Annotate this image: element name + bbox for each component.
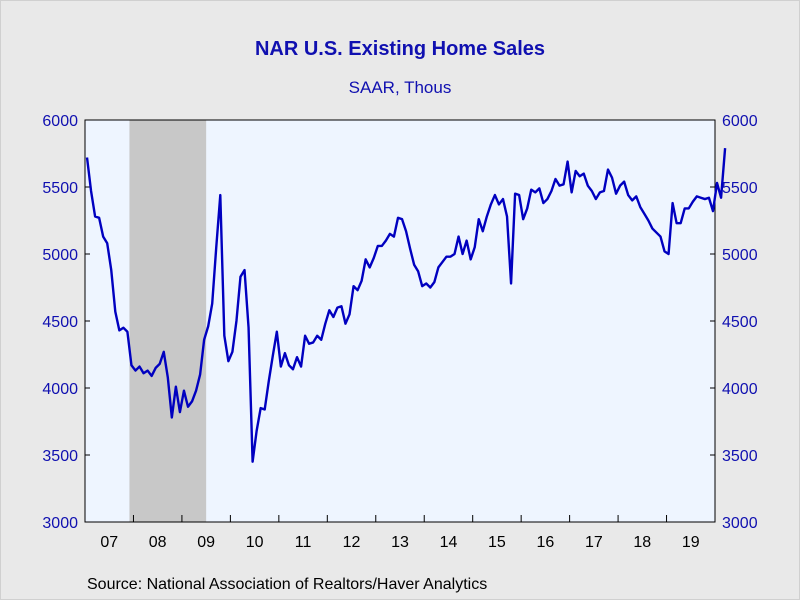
- y-tick-label-right: 3500: [722, 448, 758, 465]
- y-tick-label-right: 3000: [722, 515, 758, 532]
- x-tick-label: 08: [149, 534, 167, 551]
- x-tick-label: 16: [536, 534, 554, 551]
- y-tick-label-right: 6000: [722, 113, 758, 130]
- series-line: [85, 148, 727, 463]
- chart-title: NAR U.S. Existing Home Sales: [254, 38, 546, 60]
- x-tick-label: 17: [585, 534, 603, 551]
- recession-shading: [129, 120, 207, 522]
- x-tick-label: 18: [633, 534, 651, 551]
- y-tick-label-left: 5500: [42, 180, 78, 197]
- x-tick-label: 12: [343, 534, 361, 551]
- y-tick-label-left: 4000: [42, 381, 78, 398]
- x-tick-label: 15: [488, 534, 506, 551]
- source-note: Source: National Association of Realtors…: [87, 576, 488, 593]
- x-tick-label: 11: [295, 534, 312, 551]
- x-tick-label: 09: [197, 534, 215, 551]
- x-tick-label: 14: [440, 534, 458, 551]
- y-tick-label-right: 5000: [722, 247, 758, 264]
- y-tick-label-left: 3500: [42, 448, 78, 465]
- x-tick-label: 13: [391, 534, 409, 551]
- x-tick-label: 10: [246, 534, 264, 551]
- y-tick-label-right: 4000: [722, 381, 758, 398]
- y-tick-label-right: 4500: [722, 314, 758, 331]
- y-tick-label-left: 4500: [42, 314, 78, 331]
- x-tick-label: 07: [100, 534, 118, 551]
- y-tick-label-right: 5500: [722, 180, 758, 197]
- chart-subtitle: SAAR, Thous: [348, 78, 452, 97]
- y-tick-label-left: 6000: [42, 113, 78, 130]
- y-tick-label-left: 3000: [42, 515, 78, 532]
- y-tick-label-left: 5000: [42, 247, 78, 264]
- x-tick-label: 19: [682, 534, 700, 551]
